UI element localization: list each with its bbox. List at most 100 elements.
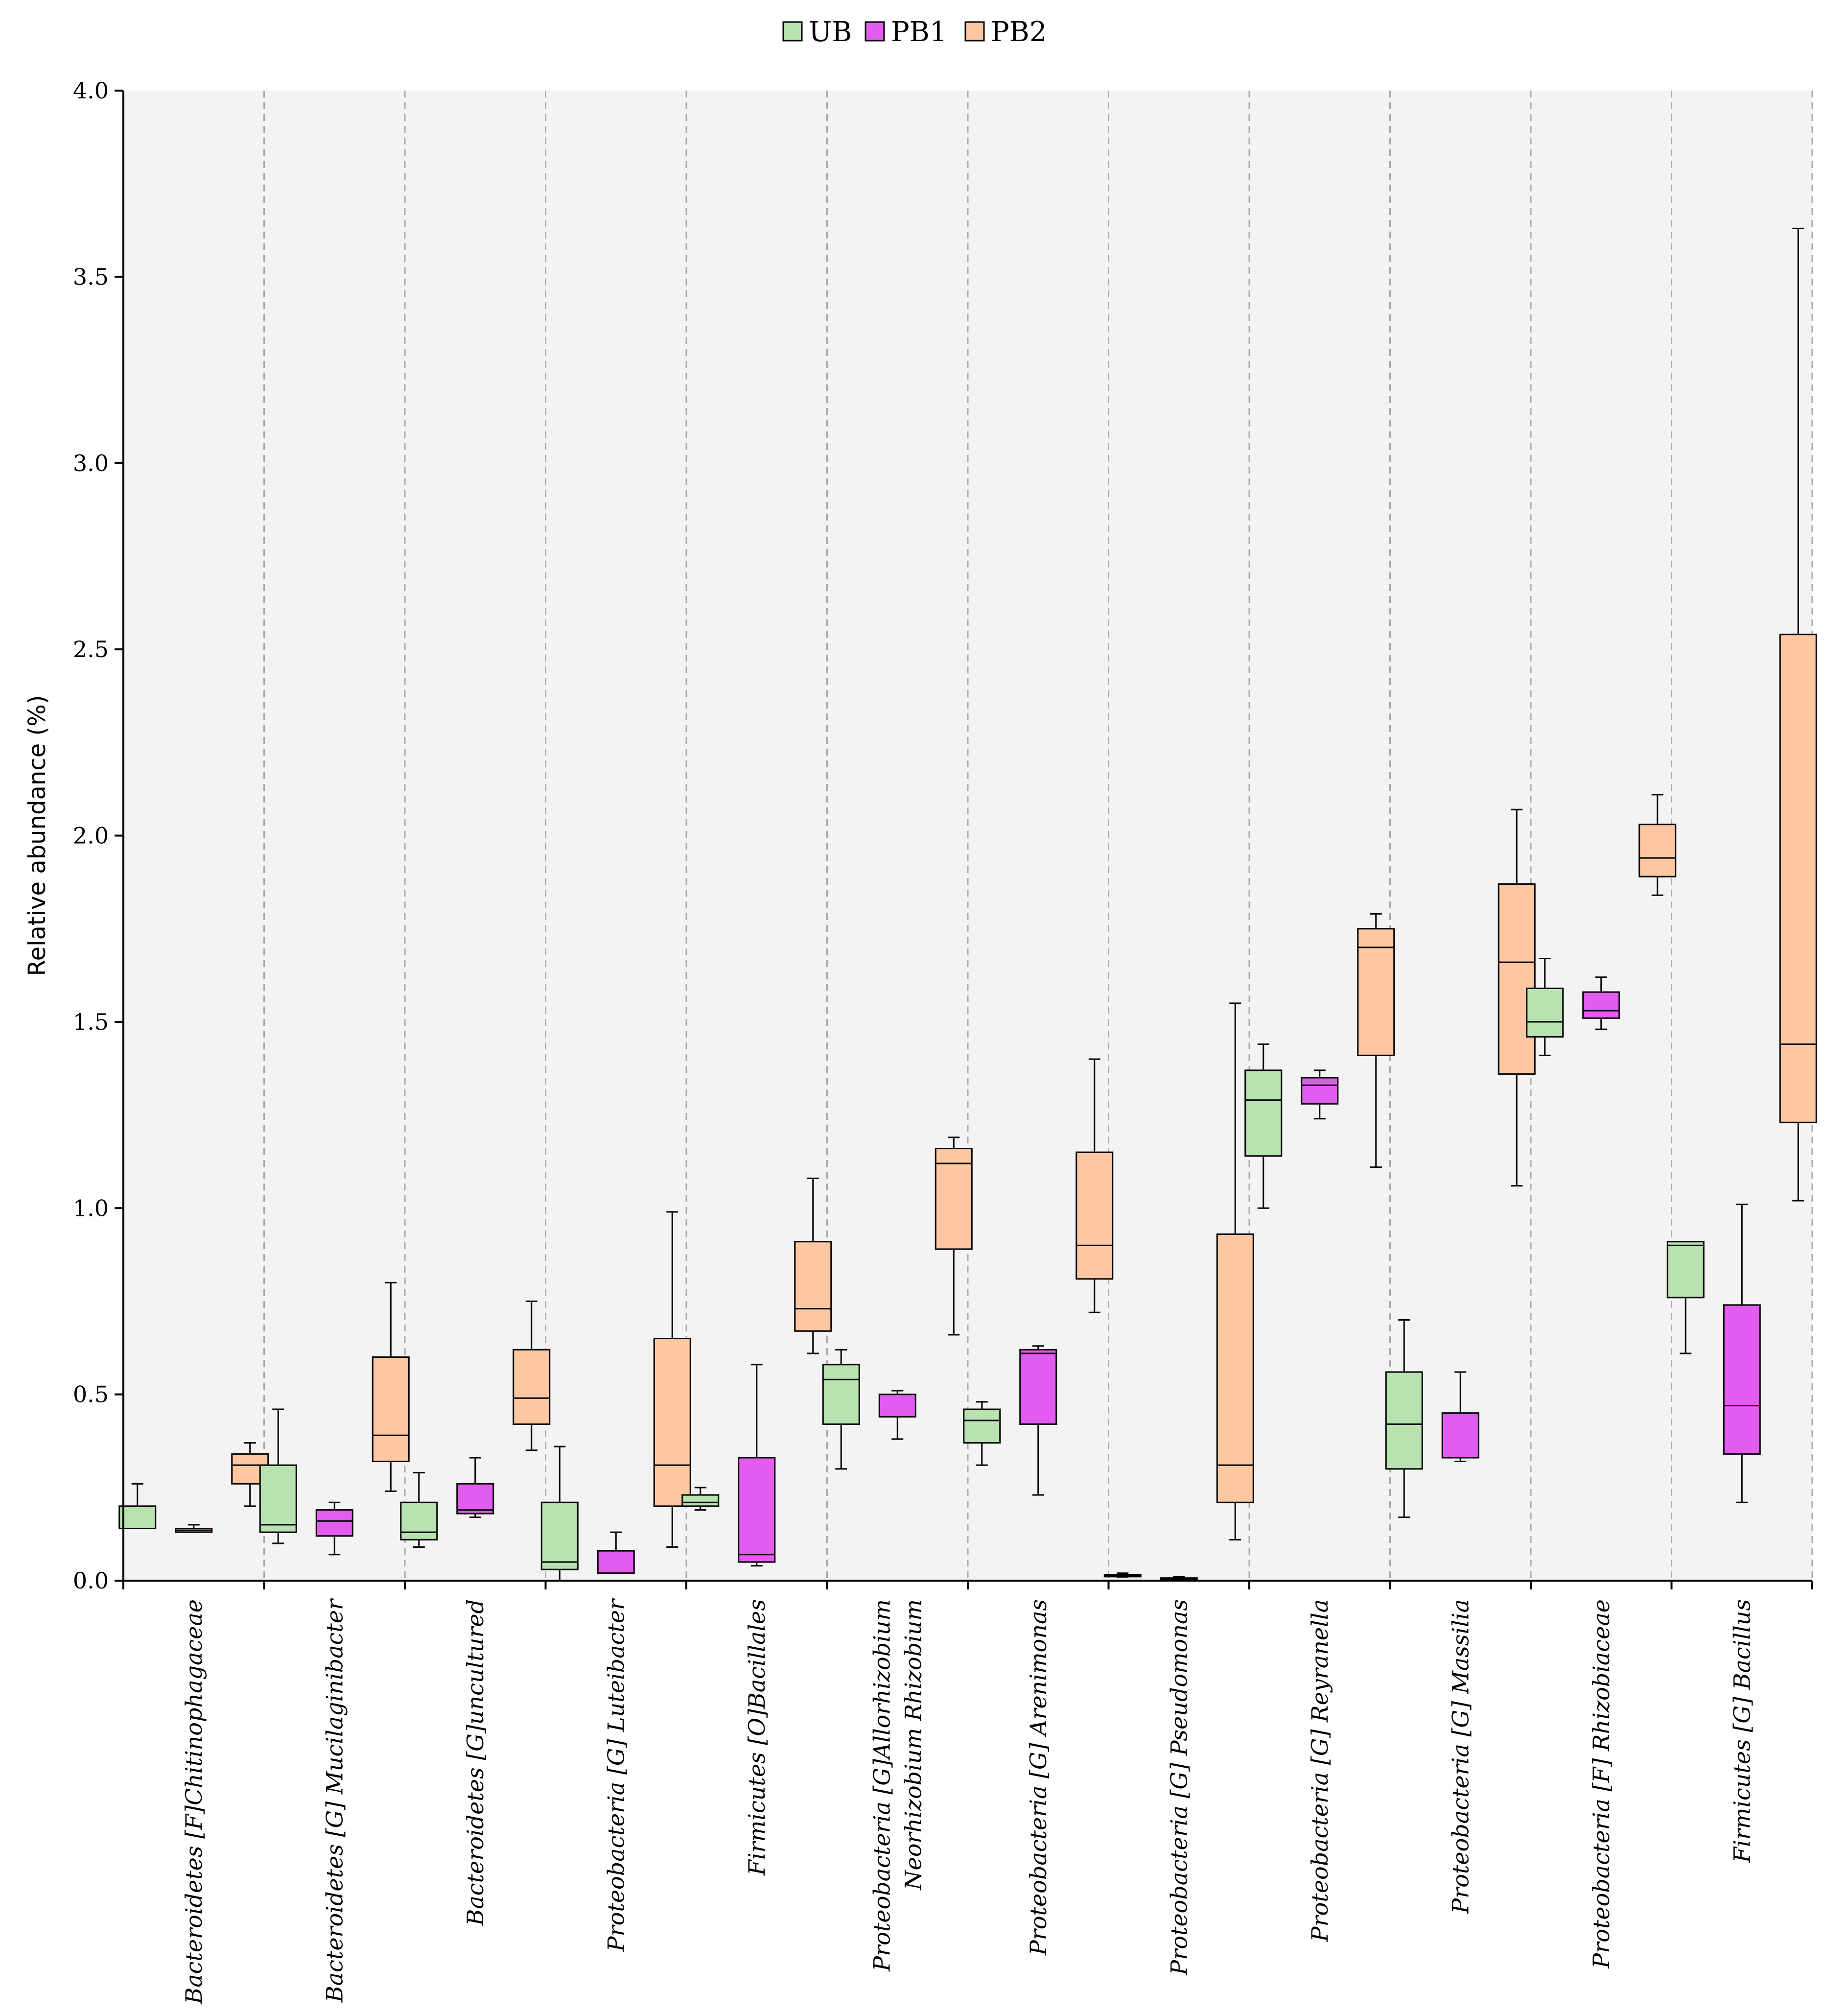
box-pb1 <box>1019 1345 1057 1496</box>
box-rect <box>400 1501 438 1540</box>
category-group <box>822 1137 973 1470</box>
legend-label-ub: UB <box>809 16 852 48</box>
category-group <box>1103 1002 1254 1582</box>
box-ub <box>259 1408 297 1544</box>
y-tick-label: 0.5 <box>73 1381 109 1408</box>
category-group <box>963 1058 1114 1496</box>
box-pb1 <box>1301 1069 1339 1120</box>
box-rect <box>878 1394 916 1418</box>
box-ub <box>1385 1319 1423 1518</box>
box-rect <box>1216 1233 1254 1503</box>
box-rect <box>1638 824 1677 877</box>
box-rect <box>259 1464 297 1533</box>
y-tick-label: 3.0 <box>73 450 109 476</box>
category-group <box>1385 808 1536 1518</box>
y-tick-label: 1.0 <box>73 1195 109 1221</box>
box-rect <box>1497 883 1536 1075</box>
box-pb1 <box>597 1531 635 1574</box>
category-label: Bacteroidetes [G] Mucilaginibacter <box>321 1598 348 2003</box>
category-label: Neorhizobium Rhizobium <box>900 1599 926 1891</box>
box-ub <box>540 1445 579 1582</box>
category-label: Proteobacteria [G] Massilia <box>1447 1599 1474 1914</box>
y-tick-label: 4.0 <box>73 77 109 104</box>
box-pb1 <box>456 1457 494 1518</box>
legend-swatch-pb1 <box>865 21 885 42</box>
y-tick-label: 3.5 <box>73 263 109 290</box>
category-label: Bacteroidetes [G]uncultured <box>462 1599 489 1926</box>
box-rect <box>681 1494 720 1507</box>
box-rect <box>1301 1077 1339 1105</box>
category-label: Proteobacteria [G] Luteibacter <box>603 1598 629 1952</box>
category-label: Proteobacteria [G]Allorhizobium <box>868 1599 895 1972</box>
box-rect <box>1723 1304 1761 1455</box>
box-rect <box>118 1505 157 1529</box>
y-axis-title: Relative abundance (%) <box>23 695 51 976</box>
box-pb1 <box>878 1390 916 1440</box>
box-rect <box>372 1356 410 1463</box>
y-tick-label: 2.5 <box>73 636 109 663</box>
legend-swatch-ub <box>782 21 803 42</box>
box-rect <box>935 1148 973 1250</box>
legend: UB PB1 PB2 <box>782 16 1047 48</box>
box-pb1 <box>175 1524 213 1533</box>
category-label: Proteobacteria [F] Rhizobiaceae <box>1588 1599 1614 1969</box>
box-rect <box>794 1241 832 1332</box>
category-label: Proteobacteria [G] Reyranella <box>1307 1599 1333 1942</box>
legend-label-pb1: PB1 <box>891 16 947 48</box>
box-rect <box>1582 991 1620 1019</box>
box-ub <box>681 1487 720 1511</box>
box-pb1 <box>1441 1371 1479 1463</box>
y-tick-label: 0.0 <box>73 1567 109 1594</box>
box-pb2 <box>653 1211 691 1548</box>
box-rect <box>653 1338 691 1507</box>
box-pb2 <box>1497 808 1536 1187</box>
box-ub <box>118 1483 157 1529</box>
box-pb1 <box>1582 976 1620 1030</box>
category-group <box>259 1281 410 1556</box>
category-group <box>540 1211 691 1582</box>
legend-label-pb2: PB2 <box>991 16 1047 48</box>
box-ub <box>1526 958 1564 1056</box>
category-label: Firmicutes [G] Bacillus <box>1729 1599 1755 1863</box>
box-rect <box>1019 1349 1057 1425</box>
box-pb1 <box>1723 1204 1761 1503</box>
box-ub <box>1244 1043 1283 1209</box>
box-rect <box>1666 1241 1705 1299</box>
box-ub <box>963 1401 1001 1466</box>
box-rect <box>513 1349 551 1425</box>
box-ub <box>822 1349 860 1470</box>
box-rect <box>963 1408 1001 1444</box>
category-group <box>1526 794 1677 1056</box>
box-rect <box>1357 928 1395 1056</box>
box-pb2 <box>1638 794 1677 896</box>
box-pb2 <box>372 1281 410 1492</box>
box-rect <box>540 1501 579 1570</box>
box-rect <box>1526 987 1564 1038</box>
box-pb2 <box>513 1300 551 1451</box>
box-rect <box>315 1509 353 1537</box>
box-rect <box>1385 1371 1423 1470</box>
category-label: Firmicutes [O]Bacillales <box>744 1599 770 1876</box>
box-ub <box>400 1471 438 1548</box>
box-rect <box>738 1457 776 1563</box>
box-pb2 <box>1779 227 1817 1202</box>
box-pb2 <box>935 1137 973 1336</box>
category-group <box>118 1442 269 1533</box>
box-rect <box>597 1550 635 1574</box>
box-pb1 <box>315 1501 353 1556</box>
boxes-layer <box>118 227 1817 1582</box>
y-tick-label: 2.0 <box>73 823 109 849</box>
legend-swatch-pb2 <box>964 21 985 42</box>
box-rect <box>456 1483 494 1515</box>
box-rect <box>1441 1412 1479 1459</box>
box-rect <box>1244 1069 1283 1157</box>
category-group <box>1244 913 1395 1209</box>
box-pb1 <box>738 1364 776 1567</box>
box-pb2 <box>794 1177 832 1354</box>
box-pb2 <box>1216 1002 1254 1540</box>
y-tick-label: 1.5 <box>73 1009 109 1035</box>
box-pb2 <box>1357 913 1395 1168</box>
category-label: Bacteroidetes [F]Chitinophagaceae <box>181 1599 207 2005</box>
category-group <box>681 1177 832 1567</box>
